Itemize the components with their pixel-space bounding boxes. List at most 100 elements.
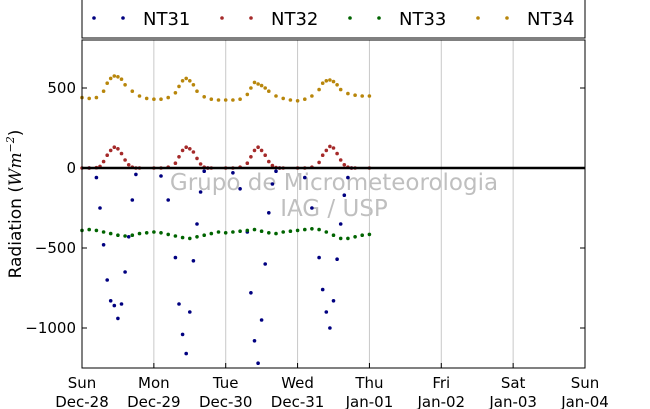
- point-NT33-27: [274, 231, 278, 236]
- point-NT34-39: [295, 99, 300, 103]
- point-NT34-1: [87, 96, 91, 101]
- point-NT34-19: [184, 76, 188, 81]
- point-NT34-27: [231, 98, 235, 102]
- point-NT31-21: [195, 222, 199, 226]
- y-axis-label-unit: Wm: [6, 152, 26, 186]
- point-NT33-21: [231, 230, 235, 234]
- point-NT31-11: [130, 198, 135, 202]
- point-NT34-25: [216, 98, 221, 102]
- legend-item-NT32: NT32: [220, 9, 318, 30]
- x-tick-day-1: Mon: [138, 374, 170, 392]
- point-NT31-47: [346, 175, 350, 180]
- point-NT34-24: [209, 97, 214, 101]
- point-NT33-37: [346, 236, 350, 241]
- point-NT34-28: [238, 97, 242, 101]
- point-NT32-5: [105, 153, 109, 157]
- point-NT34-3: [101, 89, 106, 93]
- point-NT34-35: [267, 89, 271, 93]
- point-NT32-38: [267, 159, 271, 164]
- point-NT32-51: [335, 151, 339, 156]
- point-NT32-10: [123, 158, 127, 162]
- point-NT32-46: [317, 160, 321, 165]
- x-tick-date-1: Dec-29: [127, 393, 181, 409]
- legend-marker-NT32-a: [220, 16, 224, 20]
- point-NT31-8: [119, 302, 124, 306]
- point-NT34-44: [324, 79, 329, 83]
- x-tick-date-0: Dec-28: [55, 393, 109, 409]
- point-NT33-24: [252, 227, 257, 232]
- point-NT31-22: [198, 190, 203, 194]
- point-NT34-45: [328, 78, 332, 82]
- point-NT32-34: [252, 148, 257, 153]
- point-NT34-6: [112, 74, 117, 78]
- point-NT31-35: [274, 169, 278, 173]
- point-NT32-49: [328, 144, 332, 149]
- x-tick-date-5: Jan-02: [416, 393, 465, 409]
- point-NT34-46: [331, 79, 336, 84]
- point-NT31-19: [188, 310, 192, 314]
- series-NT31: [87, 166, 354, 366]
- point-NT32-25: [198, 162, 203, 166]
- point-NT34-22: [195, 89, 199, 93]
- series-NT33: [80, 227, 372, 241]
- point-NT33-25: [259, 229, 264, 233]
- point-NT33-40: [367, 232, 372, 237]
- point-NT31-33: [267, 211, 271, 215]
- point-NT34-26: [223, 98, 228, 102]
- point-NT33-7: [130, 233, 135, 237]
- point-NT34-33: [259, 83, 264, 88]
- x-tick-date-2: Dec-30: [199, 393, 253, 409]
- point-NT34-13: [152, 97, 156, 101]
- legend-label-NT32: NT32: [271, 9, 318, 30]
- point-NT31-38: [310, 206, 314, 210]
- point-NT32-32: [245, 161, 250, 165]
- point-NT31-17: [180, 332, 185, 337]
- point-NT31-7: [116, 316, 120, 321]
- point-NT32-23: [191, 150, 196, 154]
- point-NT31-44: [335, 257, 339, 262]
- point-NT33-35: [331, 233, 336, 237]
- legend-frame: [81, 0, 586, 39]
- point-NT33-23: [245, 228, 250, 233]
- point-NT34-23: [202, 95, 206, 99]
- point-NT34-7: [116, 75, 120, 79]
- point-NT34-11: [137, 94, 142, 98]
- point-NT33-2: [94, 228, 99, 233]
- point-NT33-38: [353, 235, 357, 239]
- point-NT34-32: [256, 82, 260, 86]
- point-NT32-4: [101, 159, 106, 164]
- point-NT34-10: [130, 89, 135, 93]
- point-NT34-14: [159, 97, 163, 101]
- point-NT33-39: [360, 233, 365, 237]
- point-NT33-11: [159, 231, 163, 235]
- y-tick-label-0: 500: [47, 79, 76, 97]
- point-NT34-40: [303, 97, 307, 101]
- y-tick-label-3: −1000: [25, 319, 76, 337]
- x-tick-date-7: Jan-04: [560, 393, 609, 409]
- series-NT34: [80, 74, 372, 103]
- point-NT34-47: [335, 83, 339, 87]
- point-NT32-22: [188, 147, 192, 151]
- point-NT32-6: [108, 148, 113, 153]
- point-NT33-30: [295, 228, 300, 233]
- plot-frame: [81, 39, 586, 369]
- point-NT34-30: [249, 86, 253, 90]
- point-NT32-37: [263, 153, 268, 157]
- point-NT33-10: [152, 230, 156, 234]
- point-NT33-9: [144, 231, 149, 235]
- point-NT31-20: [191, 259, 196, 263]
- point-NT34-51: [360, 94, 365, 98]
- point-NT31-26: [238, 187, 242, 191]
- point-NT32-19: [177, 155, 181, 159]
- point-NT34-9: [123, 83, 127, 87]
- y-axis-label: Radiation (Wm−2): [4, 130, 26, 279]
- point-NT32-21: [184, 145, 188, 149]
- point-NT32-50: [331, 146, 336, 150]
- point-NT34-15: [166, 95, 170, 100]
- point-NT33-3: [101, 230, 106, 234]
- point-NT33-17: [202, 233, 206, 237]
- point-NT34-42: [317, 87, 321, 92]
- point-NT33-6: [123, 234, 127, 238]
- point-NT31-5: [108, 299, 113, 303]
